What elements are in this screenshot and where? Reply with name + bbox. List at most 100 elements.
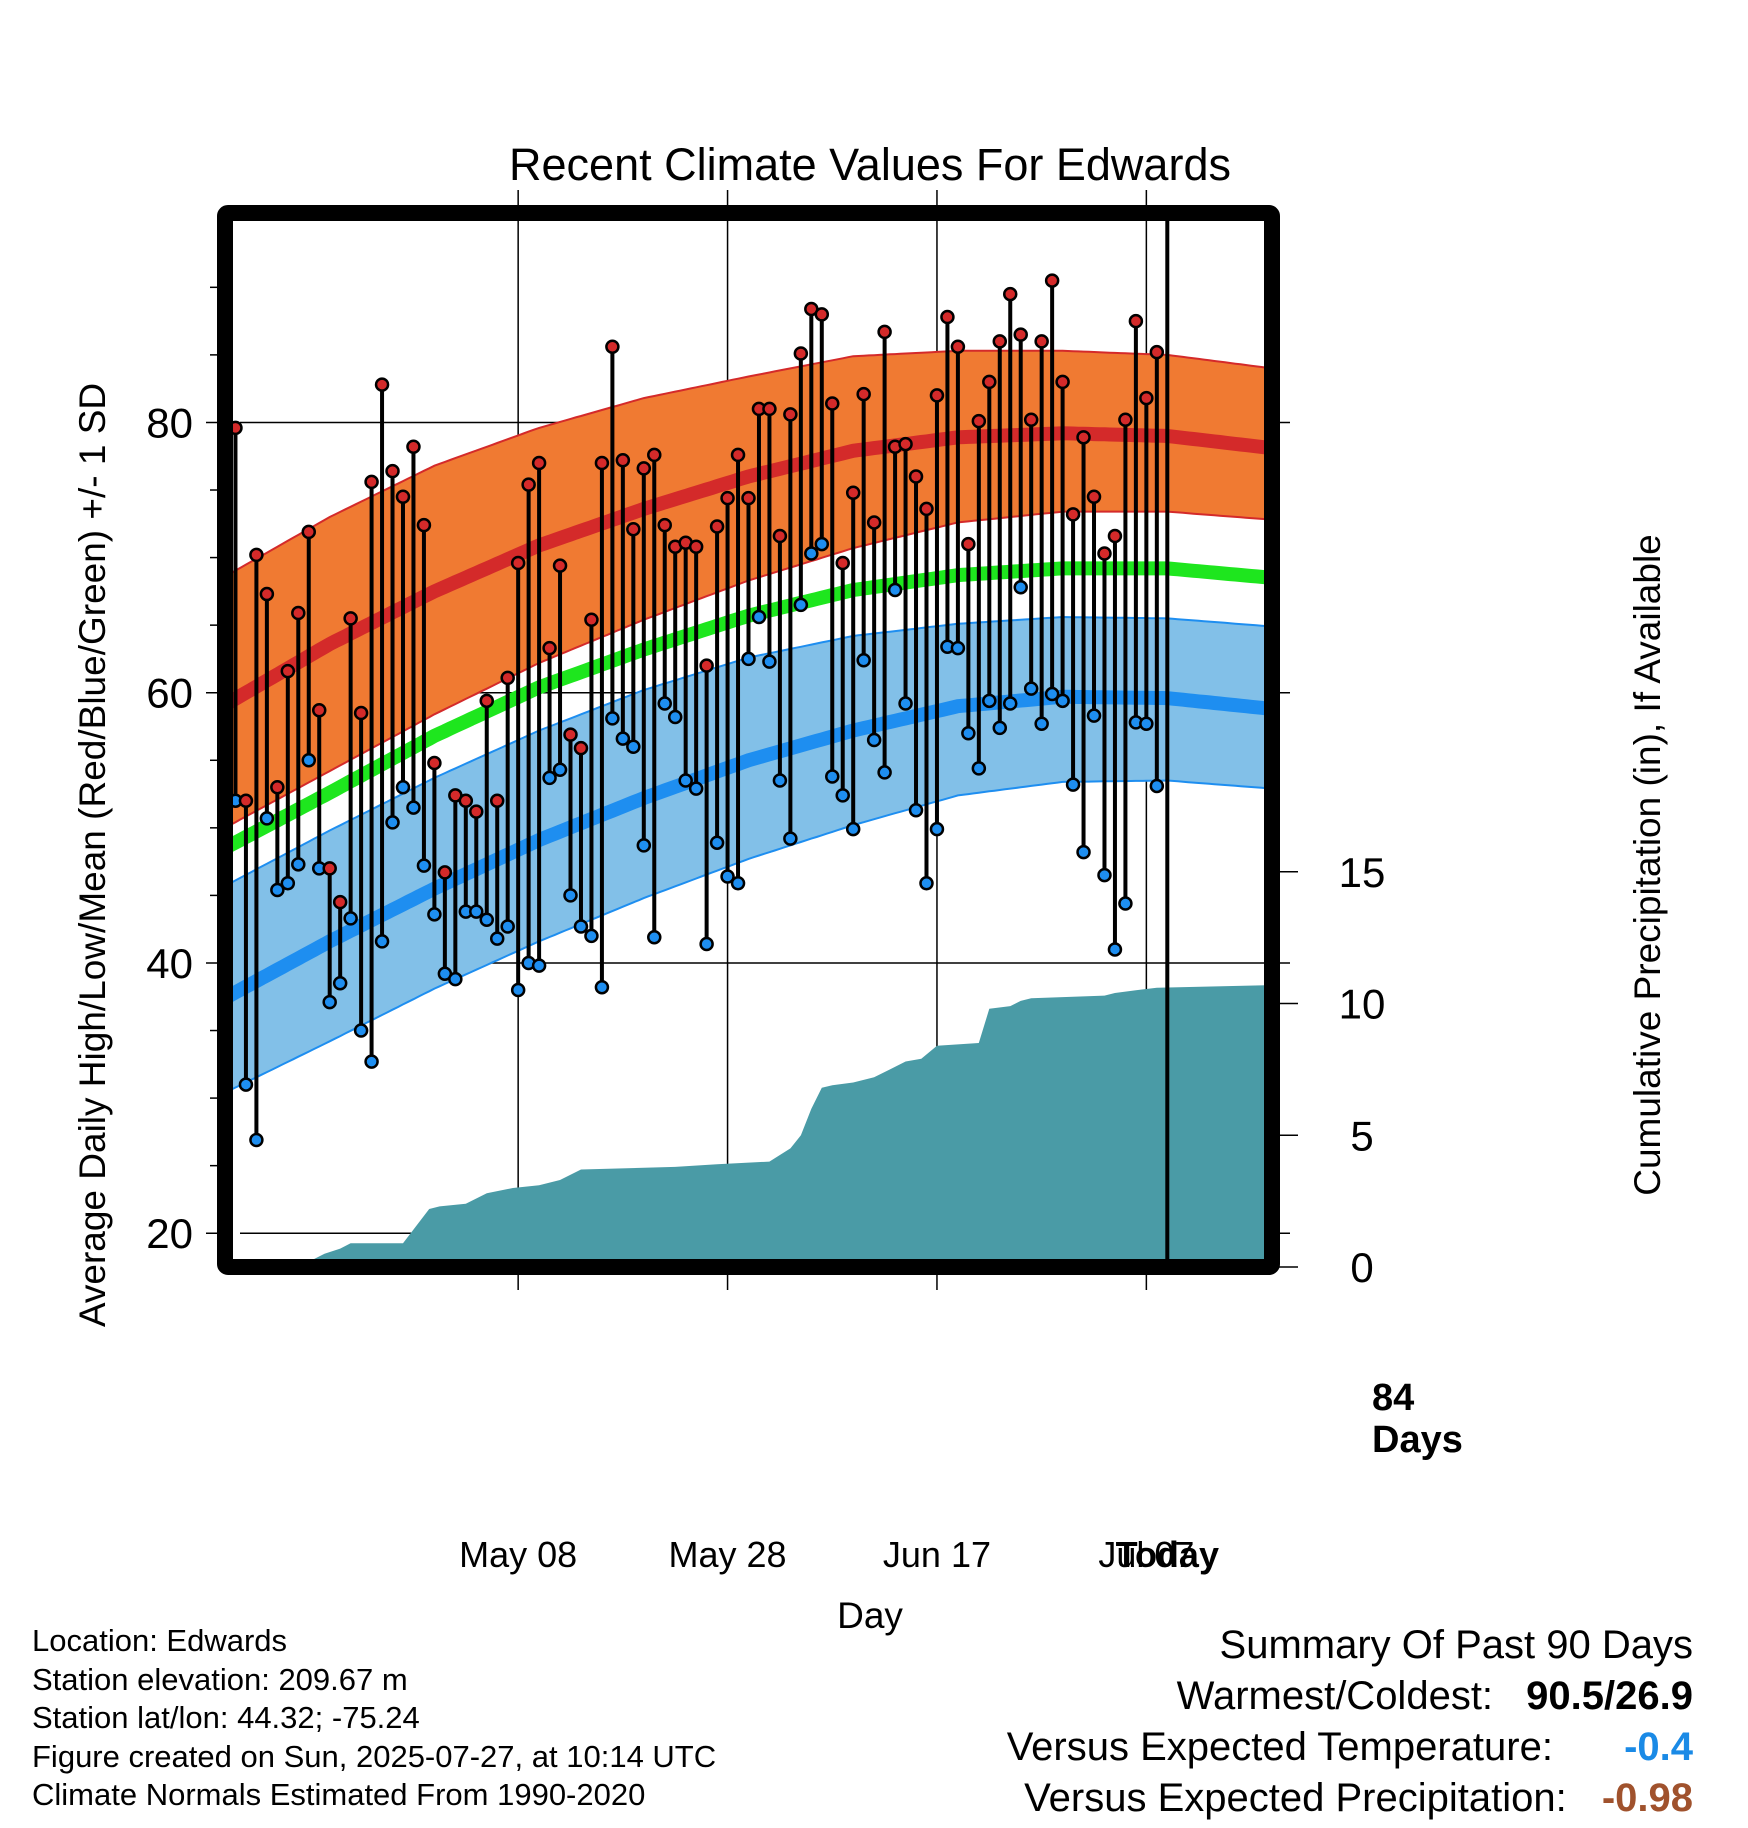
- daily-low-point: [489, 931, 505, 946]
- daily-low-point: [626, 739, 641, 755]
- daily-low-point: [510, 982, 526, 998]
- warm-cold-label: Warmest/Coldest:: [1176, 1674, 1494, 1718]
- daily-high-point: [688, 539, 704, 555]
- y-axis-label: Average Daily High/Low/Mean (Red/Blue/Gr…: [72, 383, 113, 1327]
- daily-high-point: [1097, 546, 1112, 561]
- daily-high-point: [741, 490, 756, 506]
- daily-high-point: [416, 517, 432, 533]
- daily-high-point: [406, 439, 421, 455]
- daily-low-point: [1034, 716, 1049, 732]
- daily-low-point: [877, 765, 892, 780]
- daily-high-point: [961, 536, 976, 552]
- daily-high-point: [489, 793, 505, 809]
- daily-high-point: [730, 447, 746, 463]
- daily-low-point: [1107, 942, 1123, 957]
- daily-low-point: [1055, 693, 1070, 709]
- daily-high-point: [280, 663, 296, 679]
- daily-low-point: [887, 582, 903, 598]
- daily-high-point: [332, 894, 348, 910]
- y-tick-label: 40: [146, 940, 193, 987]
- daily-high-point: [929, 388, 945, 403]
- daily-high-point: [510, 555, 526, 571]
- daily-high-point: [249, 547, 264, 563]
- plot-frame: [217, 205, 1280, 1275]
- x-tick-label: Today: [1116, 1534, 1219, 1575]
- daily-low-point: [280, 875, 296, 891]
- daily-high-point: [636, 461, 652, 476]
- daily-high-point: [856, 386, 871, 402]
- x-axis-label: Day: [837, 1595, 903, 1636]
- daily-low-point: [1044, 686, 1060, 702]
- daily-high-point: [1149, 344, 1165, 360]
- daily-high-point: [898, 436, 913, 452]
- y2-tick-label: 15: [1339, 849, 1386, 896]
- daily-low-point: [594, 980, 610, 995]
- temp-value: -0.4: [1624, 1725, 1693, 1769]
- daily-low-point: [908, 803, 924, 818]
- daily-low-point: [814, 536, 830, 552]
- daily-high-point: [982, 374, 997, 390]
- daily-low-point: [982, 693, 997, 709]
- daily-high-point: [709, 519, 725, 534]
- daily-low-point: [636, 838, 652, 853]
- daily-low-point: [374, 934, 390, 949]
- daily-high-point: [1139, 390, 1154, 406]
- daily-high-point: [301, 524, 317, 540]
- temp-label: Versus Expected Temperature:: [1006, 1725, 1553, 1769]
- daily-high-point: [1107, 528, 1123, 544]
- daily-low-point: [971, 761, 987, 776]
- daily-high-point: [238, 793, 254, 809]
- daily-low-point: [1139, 716, 1154, 732]
- daily-high-point: [374, 377, 390, 392]
- daily-high-point: [940, 309, 955, 325]
- daily-low-point: [751, 609, 767, 625]
- daily-low-point: [259, 811, 275, 826]
- daily-low-point: [385, 815, 400, 830]
- daily-high-point: [270, 780, 285, 795]
- daily-low-point: [1149, 778, 1165, 794]
- daily-high-point: [772, 528, 788, 544]
- daily-low-point: [950, 640, 966, 656]
- daily-values: [217, 273, 1165, 1148]
- daily-low-point: [1118, 896, 1133, 911]
- daily-high-point: [385, 463, 400, 479]
- daily-high-point: [311, 703, 327, 718]
- daily-low-point: [353, 1023, 369, 1038]
- daily-low-point: [406, 800, 421, 815]
- daily-high-point: [605, 339, 620, 355]
- daily-low-point: [301, 753, 317, 768]
- daily-low-point: [804, 546, 819, 561]
- daily-high-point: [395, 489, 411, 505]
- daily-low-point: [678, 773, 693, 788]
- daily-low-point: [720, 869, 735, 884]
- daily-high-point: [437, 865, 453, 880]
- station-info: Location: Edwards Station elevation: 209…: [32, 1622, 716, 1815]
- daily-low-point: [825, 769, 840, 784]
- daily-high-point: [500, 670, 515, 686]
- daily-low-point: [709, 835, 725, 850]
- precipitation-area: [225, 985, 1272, 1267]
- precip-value: -0.98: [1601, 1776, 1693, 1820]
- daily-low-point: [772, 773, 788, 788]
- warm-cold-value: 90.5/26.9: [1526, 1674, 1693, 1718]
- daily-low-point: [919, 875, 934, 891]
- daily-low-point: [961, 725, 976, 741]
- summary-warm-cold: Warmest/Coldest: 90.5/26.9: [1007, 1671, 1693, 1722]
- daily-high-point: [1023, 412, 1039, 427]
- today-count-unit: Days: [1372, 1419, 1463, 1461]
- daily-low-point: [856, 653, 871, 668]
- daily-high-point: [615, 453, 631, 468]
- daily-low-point: [657, 696, 672, 711]
- today-count-number: 84: [1372, 1377, 1414, 1419]
- daily-high-point: [353, 705, 369, 721]
- daily-high-point: [793, 346, 809, 361]
- daily-low-point: [1023, 681, 1039, 696]
- daily-high-point: [594, 455, 610, 471]
- daily-high-point: [1013, 327, 1028, 342]
- daily-low-point: [1076, 844, 1091, 860]
- daily-low-point: [573, 919, 589, 934]
- daily-high-point: [657, 517, 672, 533]
- daily-high-point: [469, 804, 484, 819]
- daily-high-point: [521, 477, 536, 492]
- daily-high-point: [626, 521, 641, 537]
